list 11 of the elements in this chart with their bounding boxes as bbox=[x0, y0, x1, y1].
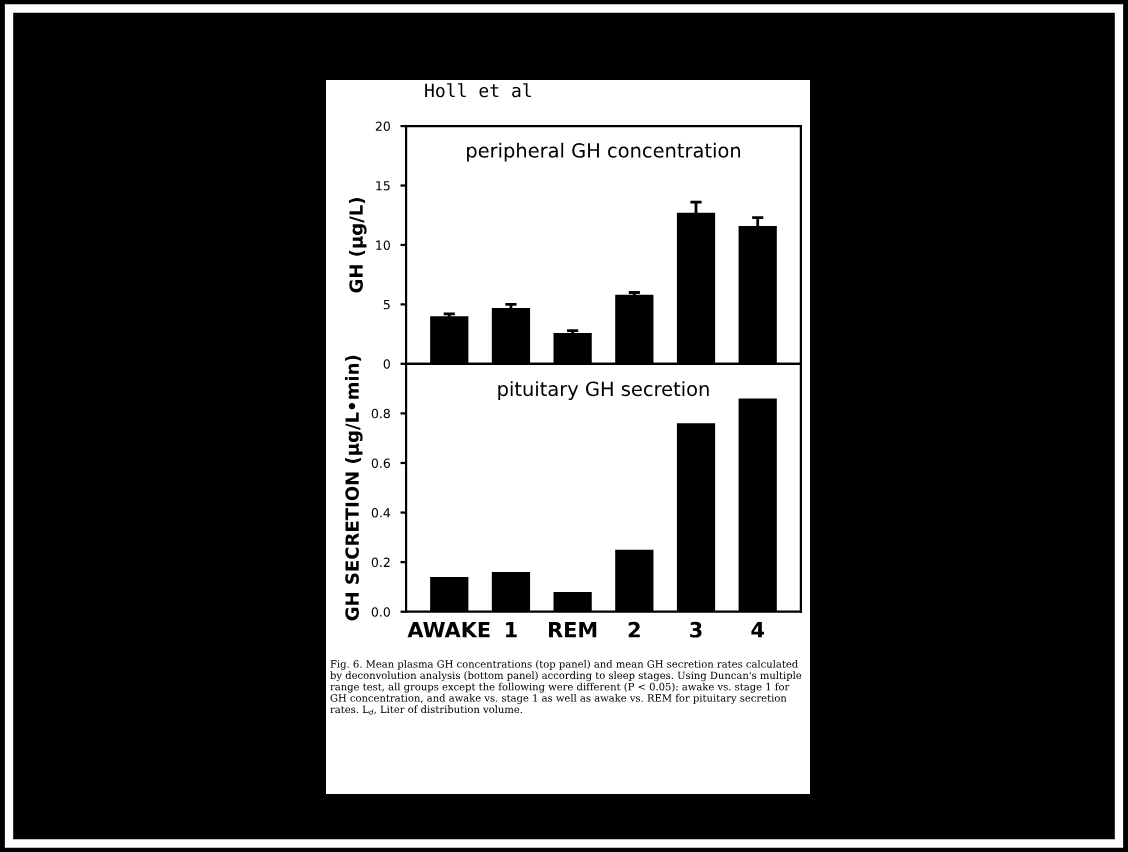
text: pituitary GH secretion bbox=[498, 381, 709, 400]
x-tick-label: 4 bbox=[751, 622, 764, 638]
x-tick-label: REM bbox=[549, 622, 597, 638]
x-tick-label: 3 bbox=[690, 621, 702, 638]
x-tick-label: 1 bbox=[506, 622, 517, 638]
y-axis-title: GH SECRETION (μg/L•min) bbox=[344, 355, 363, 621]
x-tick-label: 2 bbox=[628, 621, 640, 638]
text: peripheral GH concentration bbox=[467, 142, 741, 162]
x-tick-label: AWAKE bbox=[407, 622, 490, 638]
text: Holl et al bbox=[425, 83, 531, 98]
y-axis-title: GH (μg/L) bbox=[348, 197, 367, 293]
